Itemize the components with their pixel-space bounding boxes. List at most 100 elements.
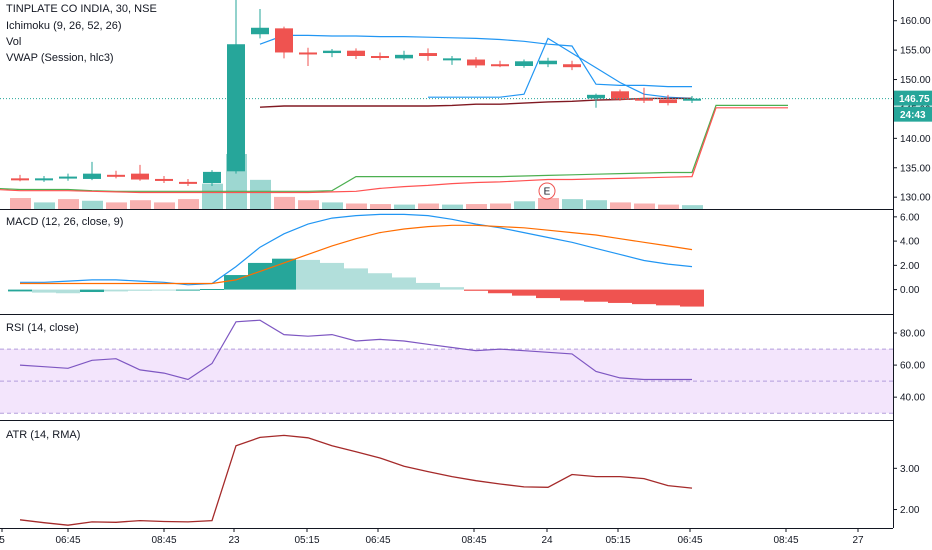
candle-body[interactable] xyxy=(11,178,29,181)
macd-histogram-bar xyxy=(320,262,344,290)
volume-bar xyxy=(154,202,175,209)
atr-pane-label[interactable]: ATR (14, RMA) xyxy=(6,429,81,441)
atr-axis-tick-label: 3.00 xyxy=(900,464,920,475)
candle-body[interactable] xyxy=(179,181,197,184)
time-axis-tick-label: 05:15 xyxy=(605,535,630,546)
macd-histogram-bar xyxy=(464,289,488,291)
rsi-axis-tick-label: 40.00 xyxy=(900,393,925,404)
last-price-tag xyxy=(894,90,932,106)
candle-body[interactable] xyxy=(227,44,245,172)
time-axis-tick-label: 08:45 xyxy=(151,535,176,546)
macd-pane-label[interactable]: MACD (12, 26, close, 9) xyxy=(6,216,124,228)
macd-histogram-bar xyxy=(32,289,56,293)
candle-body[interactable] xyxy=(659,99,677,104)
candle-body[interactable] xyxy=(35,178,53,181)
macd-histogram-bar xyxy=(488,289,512,294)
time-axis-tick-label: 06:45 xyxy=(55,535,80,546)
candle-body[interactable] xyxy=(251,27,269,35)
candle-body[interactable] xyxy=(515,61,533,66)
atr-axis-tick-label: 2.00 xyxy=(900,505,920,516)
price-axis-tick-label: 140.00 xyxy=(900,134,931,145)
ichimoku-span-a-line xyxy=(0,104,788,192)
macd-histogram-bar xyxy=(8,289,32,292)
earnings-marker-icon[interactable] xyxy=(538,182,556,200)
countdown-tag xyxy=(894,106,932,122)
macd-histogram-bar xyxy=(680,289,704,307)
macd-signal-line xyxy=(20,224,693,285)
candle-body[interactable] xyxy=(491,64,509,67)
macd-axis-tick-label: 4.00 xyxy=(900,237,920,248)
candle-body[interactable] xyxy=(275,28,293,53)
macd-histogram-bar xyxy=(392,277,416,290)
macd-histogram-bar xyxy=(560,289,584,301)
price-axis-tick-label: 150.00 xyxy=(900,75,931,86)
volume-bar xyxy=(394,204,415,209)
candle-body[interactable] xyxy=(611,91,629,100)
volume-bar xyxy=(586,200,607,209)
candle-body[interactable] xyxy=(347,50,365,56)
candle-body[interactable] xyxy=(107,174,125,177)
volume-bar xyxy=(130,200,151,209)
macd-histogram-bar xyxy=(128,289,152,291)
macd-histogram-bar xyxy=(608,289,632,303)
candle-body[interactable] xyxy=(203,171,221,184)
volume-bar xyxy=(322,202,343,209)
candle-body[interactable] xyxy=(419,53,437,56)
macd-line xyxy=(20,213,693,286)
candle-body[interactable] xyxy=(131,173,149,180)
macd-histogram-bar xyxy=(248,262,272,290)
macd-histogram-bar xyxy=(512,289,536,296)
candle-body[interactable] xyxy=(587,94,605,99)
candle-body[interactable] xyxy=(323,50,341,54)
indicator-vwap-label[interactable]: VWAP (Session, hlc3) xyxy=(6,52,114,64)
indicator-vol-label[interactable]: Vol xyxy=(6,36,22,48)
candle-body[interactable] xyxy=(443,58,461,61)
candle-body[interactable] xyxy=(299,52,317,55)
volume-bar xyxy=(466,204,487,209)
volume-bar xyxy=(274,196,295,209)
candle-body[interactable] xyxy=(395,54,413,59)
rsi-line xyxy=(19,319,692,381)
macd-histogram-bar xyxy=(104,289,128,292)
indicator-ichimoku-label[interactable]: Ichimoku (9, 26, 52, 26) xyxy=(6,20,122,32)
candle-body[interactable] xyxy=(563,64,581,68)
ichimoku-span-b-line xyxy=(0,107,788,194)
rsi-pane-label[interactable]: RSI (14, close) xyxy=(6,322,79,334)
macd-histogram-bar xyxy=(440,287,464,290)
volume-bar xyxy=(10,198,31,209)
macd-histogram-bar xyxy=(632,289,656,305)
volume-bar xyxy=(610,202,631,209)
time-axis-tick-label: 08:45 xyxy=(461,535,486,546)
time-axis-tick-label: 06:45 xyxy=(365,535,390,546)
macd-axis-tick-label: 2.00 xyxy=(900,261,920,272)
price-axis-tick-label: 155.00 xyxy=(900,46,931,57)
volume-bar xyxy=(82,200,103,209)
chart-title: TINPLATE CO INDIA, 30, NSE xyxy=(6,3,157,15)
macd-axis-tick-label: 0.00 xyxy=(900,285,920,296)
candle-body[interactable] xyxy=(155,178,173,181)
candle-body[interactable] xyxy=(59,176,77,179)
macd-histogram-bar xyxy=(536,289,560,299)
candle-body[interactable] xyxy=(467,59,485,66)
volume-bar xyxy=(682,205,703,209)
candle-body[interactable] xyxy=(683,98,701,101)
ichimoku-base-line xyxy=(259,97,692,108)
candle-body[interactable] xyxy=(371,56,389,58)
ichimoku-conversion-line xyxy=(428,37,693,99)
price-axis-tick-label: 130.00 xyxy=(900,193,931,204)
candle-body[interactable] xyxy=(83,173,101,179)
candle-body[interactable] xyxy=(539,60,557,65)
volume-bar xyxy=(490,203,511,209)
price-axis-tick-label: 160.00 xyxy=(900,16,931,27)
rsi-axis-tick-label: 80.00 xyxy=(900,329,925,340)
candle-body[interactable] xyxy=(635,98,653,101)
macd-histogram-bar xyxy=(176,289,200,291)
macd-histogram-bar xyxy=(56,289,80,294)
volume-bar xyxy=(250,179,271,209)
volume-bar xyxy=(538,198,559,209)
time-axis-tick-label: 06:45 xyxy=(677,535,702,546)
macd-histogram-bar xyxy=(152,289,176,291)
volume-bar xyxy=(562,199,583,209)
time-axis-tick-label: 05:15 xyxy=(294,535,319,546)
